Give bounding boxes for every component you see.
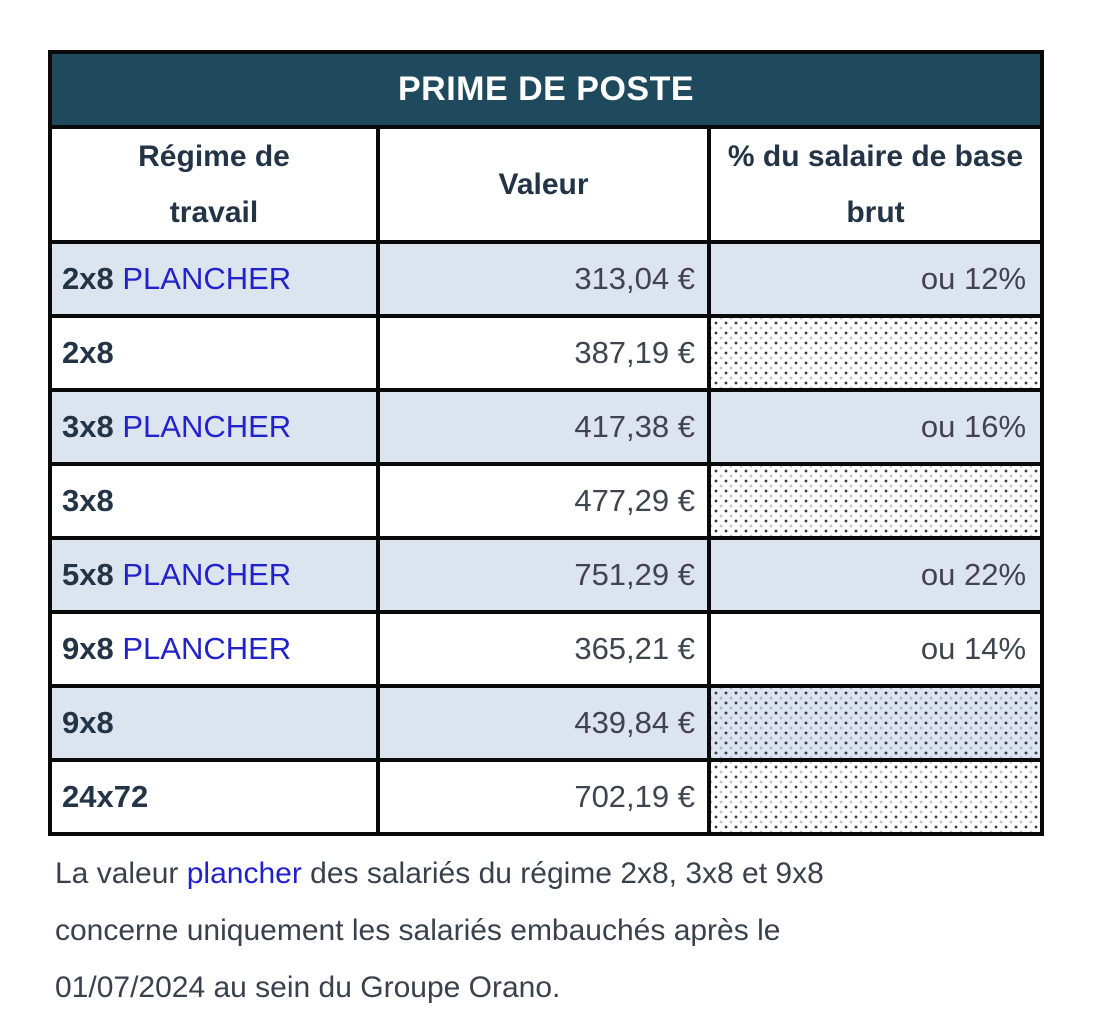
regime-label: 3x8 [62, 483, 114, 518]
footnote-part1: La valeur [55, 857, 187, 890]
valeur-cell: 439,84 € [376, 684, 711, 762]
regime-cell: 9x8 [48, 684, 380, 762]
table-row: 2x8 387,19 € [48, 314, 1045, 392]
table-row: 2x8 PLANCHER 313,04 € ou 12% [48, 240, 1045, 318]
valeur-value: 313,04 € [574, 261, 695, 296]
regime-cell: 9x8 PLANCHER [48, 610, 380, 688]
footnote: La valeur plancher des salariés du régim… [55, 845, 830, 1016]
pourcentage-cell [706, 758, 1045, 836]
table-row: 3x8 477,29 € [48, 462, 1045, 540]
plancher-label: PLANCHER [122, 557, 292, 592]
regime-cell: 5x8 PLANCHER [48, 536, 380, 614]
pourcentage-cell: ou 12% [706, 240, 1045, 318]
pourcentage-value: ou 22% [920, 557, 1027, 592]
footnote-plancher-word: plancher [186, 857, 302, 890]
prime-de-poste-table: PRIME DE POSTE Régime de travail Valeur … [47, 50, 1045, 836]
footnote-part2: des salariés du régime 2x8, 3x8 et 9x8 c… [55, 857, 824, 1004]
valeur-cell: 477,29 € [376, 462, 711, 540]
pourcentage-cell [706, 462, 1045, 540]
pourcentage-value: ou 16% [920, 409, 1027, 444]
table-row: 9x8 439,84 € [48, 684, 1045, 762]
valeur-value: 439,84 € [574, 705, 695, 740]
regime-label: 9x8 [62, 631, 114, 666]
regime-label: 5x8 [62, 557, 114, 592]
valeur-cell: 387,19 € [376, 314, 711, 392]
table-row: 9x8 PLANCHER 365,21 € ou 14% [48, 610, 1045, 688]
regime-label: 2x8 [62, 261, 114, 296]
valeur-value: 751,29 € [574, 557, 695, 592]
valeur-cell: 751,29 € [376, 536, 711, 614]
valeur-value: 365,21 € [574, 631, 695, 666]
valeur-value: 477,29 € [574, 483, 695, 518]
column-header-regime: Régime de travail [48, 125, 380, 244]
regime-cell: 24x72 [48, 758, 380, 836]
regime-cell: 2x8 [48, 314, 380, 392]
table-title: PRIME DE POSTE [47, 50, 1045, 129]
regime-label: 24x72 [62, 779, 149, 814]
column-header-pourcentage: % du salaire de base brut [706, 125, 1045, 244]
table-row: 5x8 PLANCHER 751,29 € ou 22% [48, 536, 1045, 614]
pourcentage-cell: ou 22% [706, 536, 1045, 614]
valeur-cell: 313,04 € [376, 240, 711, 318]
regime-label: 2x8 [62, 335, 114, 370]
pourcentage-cell [706, 684, 1045, 762]
pourcentage-cell: ou 14% [706, 610, 1045, 688]
column-header-valeur-label: Valeur [498, 167, 589, 201]
valeur-cell: 702,19 € [376, 758, 711, 836]
pourcentage-cell: ou 16% [706, 388, 1045, 466]
valeur-cell: 365,21 € [376, 610, 711, 688]
plancher-label: PLANCHER [122, 409, 292, 444]
column-header-valeur: Valeur [376, 125, 711, 244]
table-body: 2x8 PLANCHER 313,04 € ou 12% 2x8 387,19 … [48, 240, 1045, 836]
pourcentage-value: ou 12% [920, 261, 1027, 296]
pourcentage-cell [706, 314, 1045, 392]
column-header-regime-label: Régime de travail [138, 140, 290, 229]
regime-label: 3x8 [62, 409, 114, 444]
plancher-label: PLANCHER [122, 631, 292, 666]
valeur-value: 387,19 € [574, 335, 695, 370]
regime-cell: 3x8 [48, 462, 380, 540]
pourcentage-value: ou 14% [920, 631, 1027, 666]
regime-label: 9x8 [62, 705, 114, 740]
plancher-label: PLANCHER [122, 261, 292, 296]
valeur-value: 417,38 € [574, 409, 695, 444]
table-row: 3x8 PLANCHER 417,38 € ou 16% [48, 388, 1045, 466]
regime-cell: 3x8 PLANCHER [48, 388, 380, 466]
valeur-cell: 417,38 € [376, 388, 711, 466]
regime-cell: 2x8 PLANCHER [48, 240, 380, 318]
valeur-value: 702,19 € [574, 779, 695, 814]
table-row: 24x72 702,19 € [48, 758, 1045, 836]
column-header-pourcentage-label: % du salaire de base brut [727, 140, 1024, 229]
